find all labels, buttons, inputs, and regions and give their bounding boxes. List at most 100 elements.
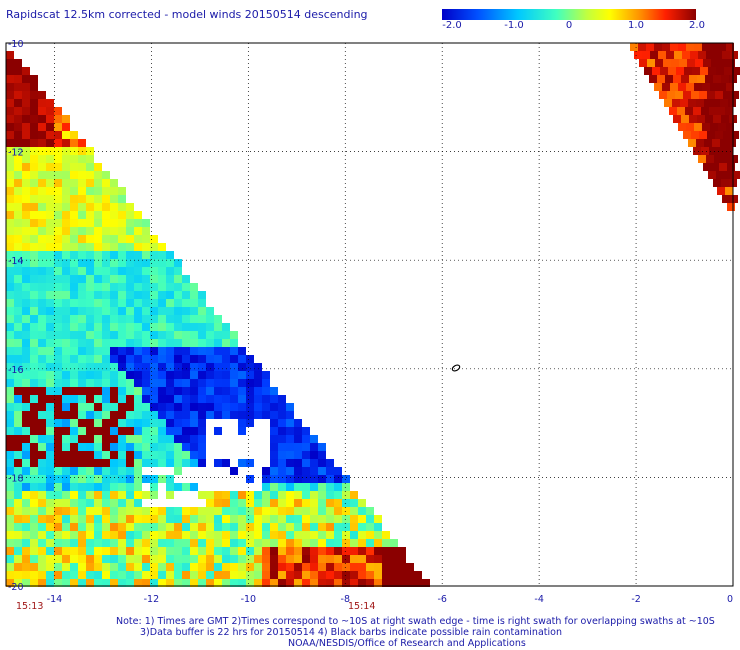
swath-cell xyxy=(70,171,78,179)
swath-cell xyxy=(182,339,190,347)
swath-cell xyxy=(110,339,118,347)
swath-cell xyxy=(150,435,158,443)
swath-cell xyxy=(38,211,46,219)
swath-cell xyxy=(86,499,94,507)
swath-cell xyxy=(118,395,126,403)
swath-cell xyxy=(262,491,270,499)
swath-cell xyxy=(158,539,166,547)
swath-cell xyxy=(86,379,94,387)
swath-cell xyxy=(222,411,230,419)
swath-cell xyxy=(158,555,166,563)
swath-cell xyxy=(14,83,22,91)
swath-cell xyxy=(717,147,725,155)
swath-cell xyxy=(286,419,294,427)
swath-cell xyxy=(54,411,62,419)
swath-cell xyxy=(22,75,30,83)
swath-cell xyxy=(182,347,190,355)
swath-cell xyxy=(302,459,310,467)
swath-cell xyxy=(14,203,22,211)
swath-cell xyxy=(70,555,78,563)
swath-cell xyxy=(86,363,94,371)
swath-cell xyxy=(134,571,142,579)
swath-cell xyxy=(198,507,206,515)
swath-cell xyxy=(102,443,110,451)
swath-cell xyxy=(22,371,30,379)
swath-cell xyxy=(46,563,54,571)
swath-cell xyxy=(270,451,278,459)
swath-cell xyxy=(166,395,174,403)
swath-cell xyxy=(6,291,14,299)
swath-cell xyxy=(118,363,126,371)
swath-cell xyxy=(102,179,110,187)
swath-cell xyxy=(270,515,278,523)
swath-cell xyxy=(182,531,190,539)
swath-cell xyxy=(30,91,38,99)
swath-cell xyxy=(118,267,126,275)
swath-cell xyxy=(731,131,739,139)
swath-cell xyxy=(262,571,270,579)
swath-cell xyxy=(704,139,712,147)
swath-cell xyxy=(254,499,262,507)
swath-cell xyxy=(102,411,110,419)
swath-cell xyxy=(134,483,142,491)
swath-cell xyxy=(62,523,70,531)
swath-cell xyxy=(246,515,254,523)
swath-cell xyxy=(70,435,78,443)
swath-cell xyxy=(62,171,70,179)
swath-cell xyxy=(350,499,358,507)
swath-cell xyxy=(102,451,110,459)
swath-cell xyxy=(721,115,729,123)
swath-cell xyxy=(102,323,110,331)
swath-cell xyxy=(134,395,142,403)
swath-cell xyxy=(30,419,38,427)
swath-cell xyxy=(270,467,278,475)
swath-cell xyxy=(54,427,62,435)
swath-cell xyxy=(22,147,30,155)
swath-cell xyxy=(86,235,94,243)
swath-cell xyxy=(198,427,206,435)
swath-cell xyxy=(54,347,62,355)
swath-cell xyxy=(182,371,190,379)
swath-cell xyxy=(6,363,14,371)
swath-cell xyxy=(134,387,142,395)
swath-cell xyxy=(262,507,270,515)
swath-cell xyxy=(126,275,134,283)
swath-cell xyxy=(126,251,134,259)
swath-cell xyxy=(54,339,62,347)
swath-cell xyxy=(110,315,118,323)
swath-cell xyxy=(350,531,358,539)
swath-cell xyxy=(62,283,70,291)
swath-cell xyxy=(713,179,721,187)
swath-cell xyxy=(6,371,14,379)
swath-cell xyxy=(86,299,94,307)
swath-cell xyxy=(166,347,174,355)
swath-cell xyxy=(86,243,94,251)
swath-cell xyxy=(166,547,174,555)
swath-cell xyxy=(62,531,70,539)
swath-cell xyxy=(713,75,721,83)
swath-cell xyxy=(110,419,118,427)
swath-cell xyxy=(94,251,102,259)
swath-cell xyxy=(142,371,150,379)
swath-cell xyxy=(70,347,78,355)
swath-cell xyxy=(254,539,262,547)
swath-cell xyxy=(198,419,206,427)
swath-cell xyxy=(158,579,166,587)
swath-cell xyxy=(94,299,102,307)
swath-cell xyxy=(142,515,150,523)
swath-cell xyxy=(38,467,46,475)
swath-cell xyxy=(126,371,134,379)
swath-cell xyxy=(78,187,86,195)
swath-cell xyxy=(118,459,126,467)
swath-cell xyxy=(14,339,22,347)
swath-cell xyxy=(726,43,734,51)
swath-cell xyxy=(118,467,126,475)
swath-cell xyxy=(70,491,78,499)
swath-cell xyxy=(110,331,118,339)
swath-cell xyxy=(142,579,150,587)
swath-cell xyxy=(6,267,14,275)
swath-cell xyxy=(286,499,294,507)
swath-cell xyxy=(38,323,46,331)
swath-cell xyxy=(711,163,719,171)
swath-cell xyxy=(701,147,709,155)
